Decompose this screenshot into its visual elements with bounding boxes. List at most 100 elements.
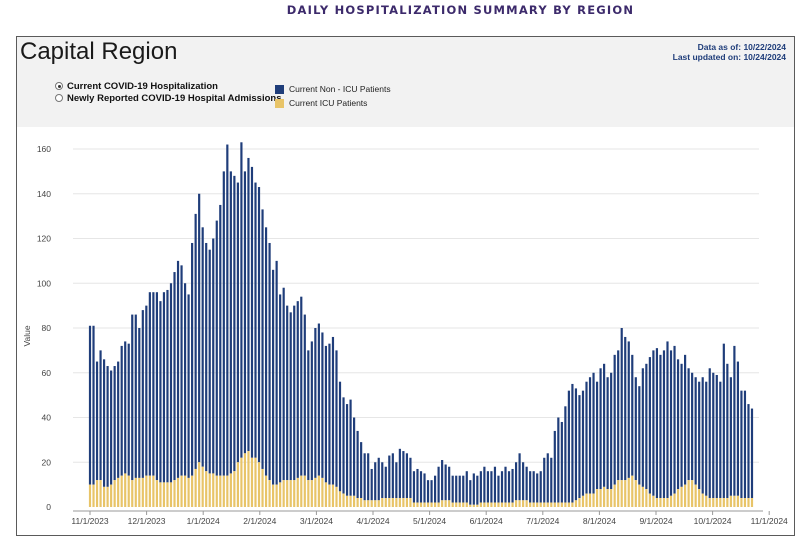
bar-icu bbox=[522, 500, 525, 507]
bar-icu bbox=[423, 502, 426, 507]
bar-icu bbox=[412, 502, 416, 507]
bar-non-icu bbox=[669, 350, 673, 496]
bar-non-icu bbox=[345, 404, 349, 496]
bar-non-icu bbox=[257, 187, 261, 463]
bar-non-icu bbox=[412, 471, 416, 503]
bar-non-icu bbox=[169, 283, 173, 483]
last-updated: Last updated on: 10/24/2024 bbox=[672, 52, 786, 62]
bar-non-icu bbox=[708, 368, 711, 499]
bar-non-icu bbox=[243, 171, 247, 454]
bar-non-icu bbox=[726, 363, 729, 499]
bar-non-icu bbox=[335, 350, 338, 487]
bar-icu bbox=[592, 493, 595, 507]
legend-item-non-icu[interactable]: Current Non - ICU Patients bbox=[275, 82, 391, 96]
bar-non-icu bbox=[374, 462, 377, 501]
bar-icu bbox=[620, 480, 623, 507]
bar-icu bbox=[405, 498, 409, 507]
bar-non-icu bbox=[638, 386, 641, 485]
bar-non-icu bbox=[317, 323, 320, 476]
bar-non-icu bbox=[490, 471, 493, 503]
bar-icu bbox=[264, 475, 268, 507]
bar-non-icu bbox=[127, 343, 130, 476]
chart-legend: Current Non - ICU Patients Current ICU P… bbox=[275, 82, 391, 110]
bar-non-icu bbox=[102, 359, 106, 487]
bar-icu bbox=[187, 477, 190, 507]
bar-non-icu bbox=[388, 455, 391, 499]
bar-icu bbox=[110, 484, 113, 507]
y-tick-label: 40 bbox=[42, 413, 52, 423]
bar-non-icu bbox=[712, 372, 715, 499]
bar-icu bbox=[261, 468, 264, 507]
bar-icu bbox=[120, 475, 123, 507]
bar-non-icu bbox=[715, 374, 718, 499]
y-tick-label: 0 bbox=[46, 502, 51, 512]
bar-icu bbox=[88, 484, 92, 507]
y-tick-label: 120 bbox=[37, 234, 51, 244]
radio-current-hospitalization[interactable]: Current COVID-19 Hospitalization bbox=[55, 80, 282, 92]
bar-icu bbox=[310, 480, 313, 507]
bar-icu bbox=[159, 482, 162, 507]
bar-non-icu bbox=[162, 292, 166, 483]
dates-block: Data as of: 10/22/2024 Last updated on: … bbox=[673, 42, 786, 62]
bar-icu bbox=[300, 475, 303, 507]
bar-non-icu bbox=[486, 471, 489, 503]
bar-icu bbox=[532, 502, 535, 507]
bar-icu bbox=[529, 502, 532, 507]
x-tick-label: 3/1/2024 bbox=[300, 516, 333, 526]
bar-icu bbox=[219, 475, 222, 507]
bar-non-icu bbox=[525, 466, 528, 501]
bar-non-icu bbox=[152, 292, 155, 476]
bar-icu bbox=[395, 498, 398, 507]
bar-icu bbox=[578, 498, 581, 507]
bar-non-icu bbox=[437, 466, 440, 503]
bar-icu bbox=[736, 495, 740, 507]
bar-icu bbox=[124, 473, 127, 507]
bar-non-icu bbox=[564, 406, 567, 503]
bar-non-icu bbox=[546, 453, 549, 503]
bar-non-icu bbox=[698, 381, 701, 490]
bar-icu bbox=[610, 489, 613, 507]
x-tick-label: 7/1/2024 bbox=[526, 516, 559, 526]
x-tick-label: 4/1/2024 bbox=[356, 516, 389, 526]
bar-icu bbox=[131, 480, 134, 507]
bar-non-icu bbox=[272, 269, 275, 485]
bar-non-icu bbox=[356, 430, 359, 499]
bar-icu bbox=[462, 502, 465, 507]
bar-non-icu bbox=[606, 377, 609, 490]
bar-icu bbox=[268, 480, 271, 507]
bar-non-icu bbox=[88, 325, 92, 485]
bar-non-icu bbox=[353, 417, 356, 496]
radio-unchecked-icon[interactable] bbox=[55, 94, 63, 102]
bar-non-icu bbox=[398, 448, 401, 499]
legend-item-icu[interactable]: Current ICU Patients bbox=[275, 96, 391, 110]
legend-label-non-icu: Current Non - ICU Patients bbox=[289, 84, 391, 94]
bar-non-icu bbox=[124, 341, 127, 474]
bar-icu bbox=[215, 475, 218, 507]
bar-non-icu bbox=[557, 417, 560, 503]
bar-non-icu bbox=[113, 366, 116, 481]
bar-icu bbox=[212, 473, 215, 507]
bar-non-icu bbox=[729, 377, 732, 496]
bar-icu bbox=[233, 471, 236, 507]
bar-non-icu bbox=[296, 301, 299, 478]
bar-icu bbox=[437, 502, 440, 507]
bar-non-icu bbox=[402, 451, 405, 499]
bar-icu bbox=[370, 500, 373, 507]
bar-icu bbox=[222, 475, 225, 507]
bar-icu bbox=[500, 502, 504, 507]
legend-swatch-non-icu bbox=[275, 84, 284, 94]
bar-non-icu bbox=[240, 142, 243, 458]
region-panel: Capital Region Data as of: 10/22/2024 La… bbox=[16, 36, 795, 536]
bar-icu bbox=[353, 495, 356, 507]
bar-icu bbox=[557, 502, 560, 507]
bar-icu bbox=[205, 471, 208, 507]
bar-icu bbox=[525, 500, 528, 507]
radio-checked-icon[interactable] bbox=[55, 82, 63, 90]
bar-icu bbox=[581, 495, 585, 507]
bar-icu bbox=[307, 480, 310, 507]
bar-icu bbox=[691, 480, 694, 507]
bar-non-icu bbox=[286, 305, 289, 481]
radio-new-admissions[interactable]: Newly Reported COVID-19 Hospital Admissi… bbox=[55, 92, 282, 104]
bar-non-icu bbox=[198, 193, 201, 463]
bar-non-icu bbox=[543, 457, 546, 503]
